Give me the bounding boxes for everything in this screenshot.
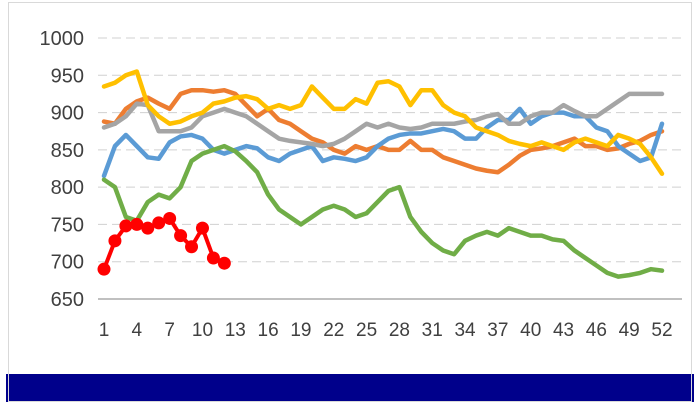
series-line-4 <box>101 143 665 279</box>
data-point <box>141 221 155 235</box>
y-tick-label: 850 <box>51 140 84 162</box>
series-line-0 <box>101 87 665 175</box>
x-tick-label: 1 <box>99 320 110 341</box>
y-tick-label: 700 <box>51 252 84 274</box>
data-point <box>185 240 199 254</box>
series-line-1 <box>101 106 665 179</box>
x-tick-label: 49 <box>619 320 640 341</box>
y-tick-label: 950 <box>51 65 84 87</box>
y-tick-label: 800 <box>51 177 84 199</box>
x-tick-label: 10 <box>192 320 213 341</box>
x-tick-label: 40 <box>520 320 541 341</box>
data-point <box>97 262 111 276</box>
data-point <box>119 219 133 233</box>
data-point <box>163 211 177 225</box>
x-tick-label: 4 <box>132 320 143 341</box>
series-lines <box>97 69 665 279</box>
y-tick-label: 750 <box>51 214 84 236</box>
data-point <box>217 256 231 270</box>
data-point <box>130 217 144 231</box>
x-tick-label: 52 <box>651 320 672 341</box>
x-tick-label: 31 <box>422 320 443 341</box>
y-tick-label: 650 <box>51 289 84 311</box>
series-line-2 <box>101 91 665 149</box>
x-tick-label: 25 <box>356 320 377 341</box>
x-tick-label: 34 <box>454 320 476 341</box>
y-tick-label: 1000 <box>40 28 85 50</box>
x-tick-label: 37 <box>487 320 508 341</box>
x-tick-label: 13 <box>225 320 246 341</box>
x-tick-label: 43 <box>553 320 574 341</box>
data-point <box>206 251 220 265</box>
data-point <box>174 229 188 243</box>
data-point <box>152 216 166 230</box>
legend <box>6 374 694 402</box>
data-point <box>108 234 122 248</box>
x-tick-label: 28 <box>389 320 410 341</box>
x-tick-label: 22 <box>323 320 344 341</box>
x-tick-label: 16 <box>258 320 279 341</box>
data-point <box>195 221 209 235</box>
x-tick-label: 7 <box>164 320 175 341</box>
x-axis-ticks: 1 4 7 10 13 16 19 22 25 28 31 34 37 40 43 46 49 52 <box>99 320 673 341</box>
y-tick-label: 900 <box>51 103 84 125</box>
y-axis-ticks: 650 700 750 800 850 900 950 1000 <box>40 28 85 311</box>
series-line-3 <box>101 69 665 176</box>
x-tick-label: 46 <box>586 320 607 341</box>
x-tick-label: 19 <box>290 320 311 341</box>
